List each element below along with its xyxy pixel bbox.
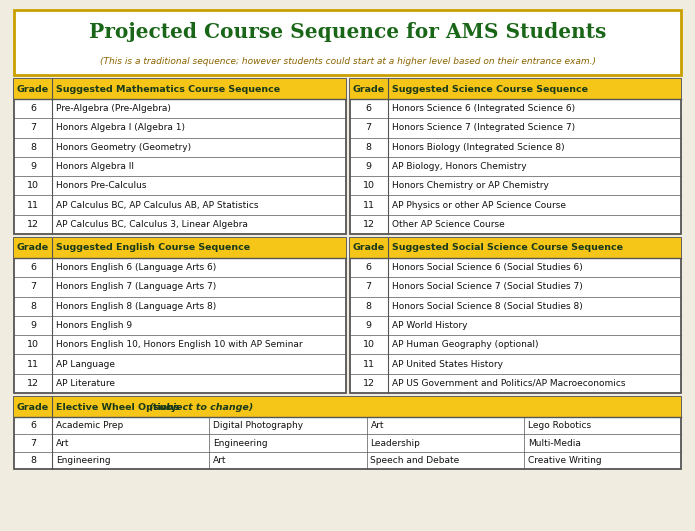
Text: Honors English 7 (Language Arts 7): Honors English 7 (Language Arts 7) [56, 282, 216, 292]
Text: Honors English 10, Honors English 10 with AP Seminar: Honors English 10, Honors English 10 wit… [56, 340, 302, 349]
Text: Lego Robotics: Lego Robotics [528, 421, 591, 430]
Text: Honors Biology (Integrated Science 8): Honors Biology (Integrated Science 8) [391, 143, 564, 152]
Text: Honors Social Science 8 (Social Studies 8): Honors Social Science 8 (Social Studies … [391, 302, 582, 311]
Bar [14, 238, 345, 393]
Text: AP Human Geography (optional): AP Human Geography (optional) [391, 340, 538, 349]
Bar [14, 397, 681, 469]
Text: Art: Art [213, 456, 227, 465]
Text: Honors English 9: Honors English 9 [56, 321, 132, 330]
Text: Grade: Grade [17, 402, 49, 412]
Text: 10: 10 [363, 340, 375, 349]
Text: 12: 12 [363, 379, 375, 388]
Text: Grade: Grade [352, 244, 384, 253]
Text: 7: 7 [30, 282, 36, 292]
Text: 10: 10 [27, 340, 39, 349]
Text: 6: 6 [30, 104, 36, 113]
Text: Honors Science 7 (Integrated Science 7): Honors Science 7 (Integrated Science 7) [391, 123, 575, 132]
Text: 8: 8 [30, 456, 36, 465]
Text: 7: 7 [366, 282, 372, 292]
Text: 7: 7 [30, 123, 36, 132]
Text: Speech and Debate: Speech and Debate [370, 456, 460, 465]
Text: 6: 6 [30, 421, 36, 430]
Bar [350, 79, 681, 234]
Text: Suggested English Course Sequence: Suggested English Course Sequence [56, 244, 250, 253]
Text: AP US Government and Politics/AP Macroeconomics: AP US Government and Politics/AP Macroec… [391, 379, 625, 388]
Text: AP Literature: AP Literature [56, 379, 115, 388]
Text: Honors English 8 (Language Arts 8): Honors English 8 (Language Arts 8) [56, 302, 216, 311]
Text: Engineering: Engineering [56, 456, 111, 465]
Text: Art: Art [370, 421, 384, 430]
Text: Honors Chemistry or AP Chemistry: Honors Chemistry or AP Chemistry [391, 181, 548, 190]
Text: Honors Social Science 6 (Social Studies 6): Honors Social Science 6 (Social Studies … [391, 263, 582, 272]
Text: 10: 10 [363, 181, 375, 190]
Text: 11: 11 [363, 201, 375, 210]
Text: 12: 12 [363, 220, 375, 229]
Text: 10: 10 [27, 181, 39, 190]
Text: Suggested Mathematics Course Sequence: Suggested Mathematics Course Sequence [56, 84, 280, 93]
Bar [14, 238, 345, 258]
Text: AP Biology, Honors Chemistry: AP Biology, Honors Chemistry [391, 162, 526, 171]
Text: Pre-Algebra (Pre-Algebra): Pre-Algebra (Pre-Algebra) [56, 104, 171, 113]
Bar [350, 238, 681, 258]
Text: 9: 9 [366, 162, 372, 171]
Text: Honors Social Science 7 (Social Studies 7): Honors Social Science 7 (Social Studies … [391, 282, 582, 292]
Text: 9: 9 [30, 321, 36, 330]
Text: 8: 8 [366, 143, 372, 152]
Text: (This is a traditional sequence; however students could start at a higher level : (This is a traditional sequence; however… [99, 57, 596, 66]
Text: Academic Prep: Academic Prep [56, 421, 123, 430]
Text: Grade: Grade [17, 84, 49, 93]
Text: 11: 11 [363, 359, 375, 369]
Text: Art: Art [56, 439, 70, 448]
Text: 9: 9 [366, 321, 372, 330]
Text: 6: 6 [366, 104, 372, 113]
Text: 7: 7 [30, 439, 36, 448]
Text: Honors Science 6 (Integrated Science 6): Honors Science 6 (Integrated Science 6) [391, 104, 575, 113]
Text: Grade: Grade [352, 84, 384, 93]
Text: Honors Geometry (Geometry): Honors Geometry (Geometry) [56, 143, 191, 152]
Text: Projected Course Sequence for AMS Students: Projected Course Sequence for AMS Studen… [89, 22, 606, 42]
Text: AP Language: AP Language [56, 359, 115, 369]
Bar [14, 79, 345, 99]
Text: Honors Algebra II: Honors Algebra II [56, 162, 134, 171]
Text: AP United States History: AP United States History [391, 359, 502, 369]
Text: Other AP Science Course: Other AP Science Course [391, 220, 505, 229]
Text: 11: 11 [27, 359, 39, 369]
Text: AP Physics or other AP Science Course: AP Physics or other AP Science Course [391, 201, 566, 210]
Text: Honors Algebra I (Algebra 1): Honors Algebra I (Algebra 1) [56, 123, 185, 132]
Text: 12: 12 [27, 220, 39, 229]
Text: 7: 7 [366, 123, 372, 132]
Bar [350, 238, 681, 393]
Text: 6: 6 [30, 263, 36, 272]
Text: 9: 9 [30, 162, 36, 171]
Text: Honors English 6 (Language Arts 6): Honors English 6 (Language Arts 6) [56, 263, 216, 272]
Bar [14, 397, 681, 417]
Text: 8: 8 [30, 302, 36, 311]
Text: Grade: Grade [17, 244, 49, 253]
Text: Digital Photography: Digital Photography [213, 421, 304, 430]
Text: 8: 8 [366, 302, 372, 311]
Text: 11: 11 [27, 201, 39, 210]
Bar [14, 10, 681, 75]
Bar [14, 79, 345, 234]
Text: Creative Writing: Creative Writing [528, 456, 601, 465]
Text: Suggested Science Course Sequence: Suggested Science Course Sequence [391, 84, 587, 93]
Text: Honors Pre-Calculus: Honors Pre-Calculus [56, 181, 147, 190]
Text: AP Calculus BC, AP Calculus AB, AP Statistics: AP Calculus BC, AP Calculus AB, AP Stati… [56, 201, 259, 210]
Text: Multi-Media: Multi-Media [528, 439, 580, 448]
Text: AP Calculus BC, Calculus 3, Linear Algebra: AP Calculus BC, Calculus 3, Linear Algeb… [56, 220, 248, 229]
Text: Engineering: Engineering [213, 439, 268, 448]
Text: 8: 8 [30, 143, 36, 152]
Text: Leadership: Leadership [370, 439, 420, 448]
Text: (subject to change): (subject to change) [146, 402, 253, 412]
Text: AP World History: AP World History [391, 321, 467, 330]
Text: 12: 12 [27, 379, 39, 388]
Text: Elective Wheel Options: Elective Wheel Options [56, 402, 179, 412]
Text: Suggested Social Science Course Sequence: Suggested Social Science Course Sequence [391, 244, 623, 253]
Text: 6: 6 [366, 263, 372, 272]
Bar [350, 79, 681, 99]
